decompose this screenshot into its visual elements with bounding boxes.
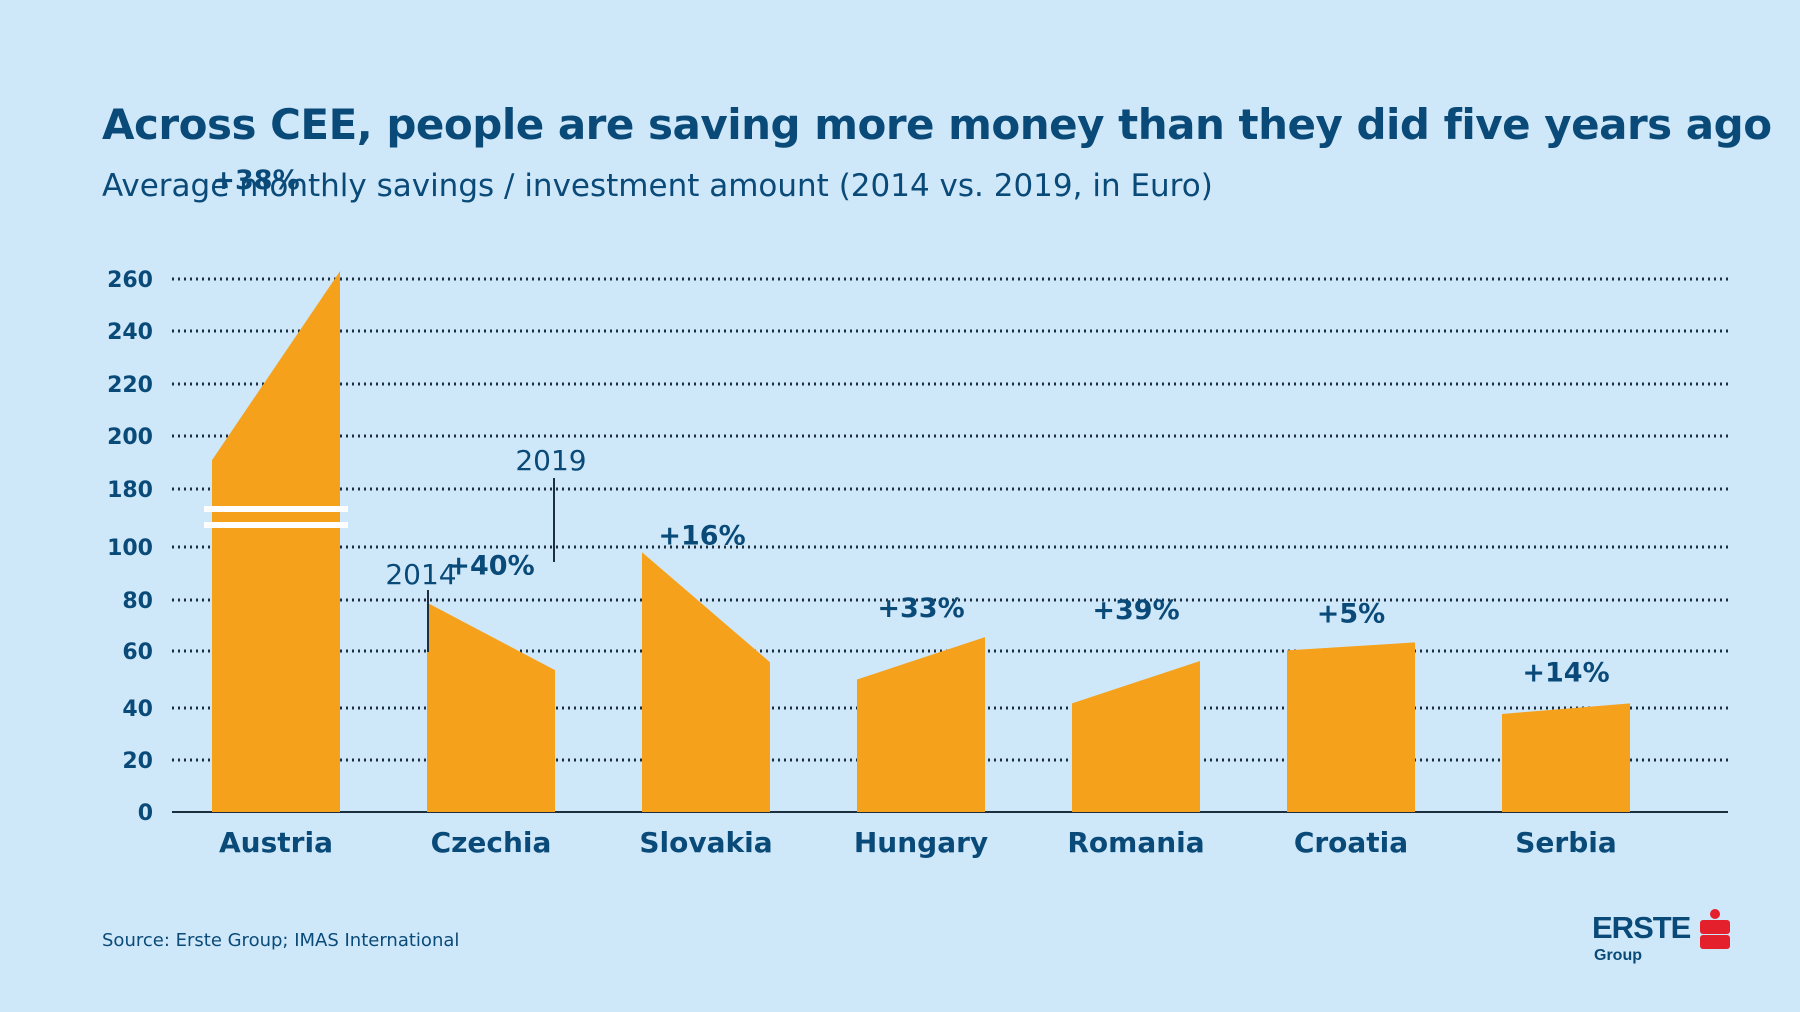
y-tick-label: 40 — [122, 697, 153, 722]
axis-break — [204, 506, 348, 528]
bar-croatia — [1287, 642, 1415, 812]
bar-austria — [212, 271, 340, 812]
y-tick-label: 260 — [107, 268, 153, 293]
logo-s-icon — [1700, 909, 1730, 949]
y-axis-ticks: 0 20 40 60 80 100 180 200 220 240 260 — [107, 268, 153, 826]
source-note: Source: Erste Group; IMAS International — [102, 930, 460, 951]
change-label: +39% — [1092, 595, 1179, 626]
year-annotations: 2014 2019 — [385, 444, 587, 652]
x-tick-label: Croatia — [1294, 826, 1408, 859]
logo-subtext: Group — [1594, 947, 1642, 964]
x-tick-label: Slovakia — [639, 826, 772, 859]
change-labels: +38% +40% +16% +33% +39% +5% +14% — [212, 165, 1609, 688]
bar-romania — [1072, 660, 1200, 812]
x-tick-label: Hungary — [854, 826, 988, 859]
erste-group-logo: ERSTE Group — [1592, 908, 1732, 970]
bar-czechia — [427, 602, 555, 812]
change-label: +40% — [447, 551, 534, 582]
x-tick-label: Serbia — [1515, 826, 1617, 859]
change-label: +16% — [658, 520, 745, 551]
change-label: +14% — [1522, 657, 1609, 688]
x-tick-label: Austria — [219, 826, 333, 859]
y-tick-label: 80 — [122, 589, 153, 614]
y-tick-label: 100 — [107, 536, 153, 561]
change-label: +38% — [212, 165, 299, 196]
x-tick-label: Romania — [1067, 826, 1204, 859]
bar-hungary — [857, 637, 985, 812]
y-tick-label: 60 — [122, 640, 153, 665]
logo-wordmark: ERSTE — [1592, 910, 1691, 945]
change-label: +5% — [1317, 598, 1385, 629]
y-tick-label: 180 — [107, 478, 153, 503]
bars — [212, 271, 1630, 812]
bar-slovakia — [642, 552, 770, 812]
change-label: +33% — [877, 593, 964, 624]
annotation-2019: 2019 — [515, 444, 586, 477]
chart-title: Across CEE, people are saving more money… — [102, 100, 1772, 149]
break-line — [204, 522, 348, 528]
break-line — [204, 506, 348, 512]
y-tick-label: 0 — [138, 801, 153, 826]
y-tick-label: 220 — [107, 373, 153, 398]
bar-serbia — [1502, 703, 1630, 812]
annotation-2014: 2014 — [385, 558, 456, 591]
y-tick-label: 240 — [107, 320, 153, 345]
chart-subtitle: Average monthly savings / investment amo… — [102, 168, 1213, 204]
y-tick-label: 200 — [107, 425, 153, 450]
x-axis-ticks: Austria Czechia Slovakia Hungary Romania Croa… — [219, 826, 1617, 859]
y-tick-label: 20 — [122, 749, 153, 774]
x-tick-label: Czechia — [431, 826, 552, 859]
